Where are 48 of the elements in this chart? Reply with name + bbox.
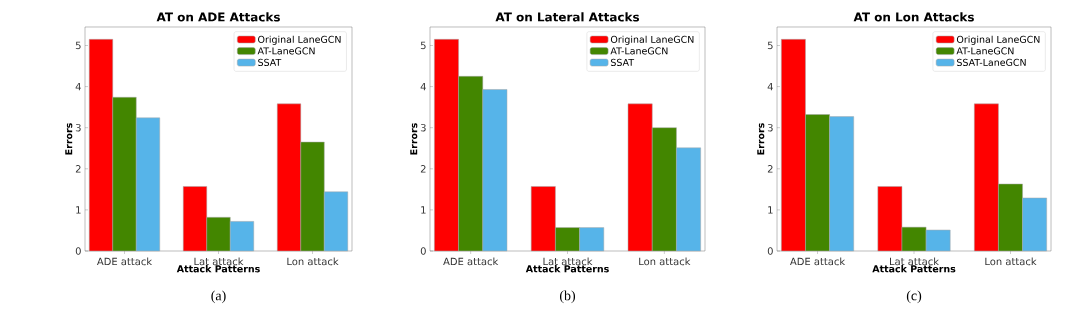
legend-label: Original LaneGCN: [258, 35, 341, 45]
x-tick-label: Lon attack: [639, 257, 691, 266]
y-tick-label: 4: [75, 82, 81, 91]
legend-label: AT-LaneGCN: [257, 47, 315, 55]
x-tick-label: ADE attack: [790, 257, 846, 266]
x-tick-label: Lon attack: [985, 257, 1037, 266]
y-axis-title: Errors: [65, 123, 73, 155]
x-tick-label: Lon attack: [287, 257, 339, 266]
legend-label: AT-LaneGCN: [956, 47, 1014, 55]
text: (a): [211, 290, 226, 304]
y-tick-label: 0: [75, 247, 81, 255]
y-tick-label: 3: [420, 123, 426, 132]
legend-label: Original LaneGCN: [610, 35, 694, 45]
x-tick-label: Lat attack: [543, 257, 593, 266]
y-tick-label: 0: [767, 247, 773, 255]
legend-label: SSAT: [258, 58, 282, 66]
y-tick-label: 5: [75, 41, 81, 50]
legend-label: AT-LaneGCN: [610, 47, 668, 55]
x-tick-label: ADE attack: [443, 257, 499, 266]
y-tick-label: 2: [75, 165, 81, 173]
y-tick-label: 3: [75, 123, 81, 132]
y-axis-title: Errors: [410, 123, 418, 155]
legend-label: SSAT-LaneGCN: [957, 58, 1026, 66]
y-tick-label: 4: [420, 82, 426, 91]
y-axis-title: Errors: [757, 123, 765, 155]
x-axis-title: Attack Patterns: [176, 265, 260, 273]
y-tick-label: 5: [767, 41, 773, 50]
y-tick-label: 1: [421, 206, 426, 214]
y-tick-label: 2: [420, 165, 426, 173]
y-tick-label: 3: [767, 123, 773, 132]
y-tick-label: 4: [767, 82, 773, 91]
x-tick-label: ADE attack: [96, 257, 153, 266]
chart-title: AT on ADE Attacks: [156, 12, 280, 22]
y-tick-label: 0: [420, 247, 426, 255]
x-axis-title: Attack Patterns: [872, 265, 956, 273]
text: (b): [559, 290, 576, 304]
x-tick-label: Lat attack: [890, 257, 939, 266]
legend-label: Original LaneGCN: [956, 35, 1040, 45]
y-tick-label: 2: [767, 165, 773, 173]
x-tick-label: Lat attack: [194, 257, 244, 266]
text: (c): [906, 290, 922, 304]
x-axis-title: Attack Patterns: [525, 265, 609, 273]
y-tick-label: 5: [420, 41, 426, 50]
y-tick-label: 1: [76, 206, 81, 214]
chart-title: AT on Lon Attacks: [853, 12, 974, 22]
chart-title: AT on Lateral Attacks: [495, 12, 640, 22]
y-tick-label: 1: [768, 206, 773, 214]
legend-label: SSAT: [610, 58, 635, 66]
